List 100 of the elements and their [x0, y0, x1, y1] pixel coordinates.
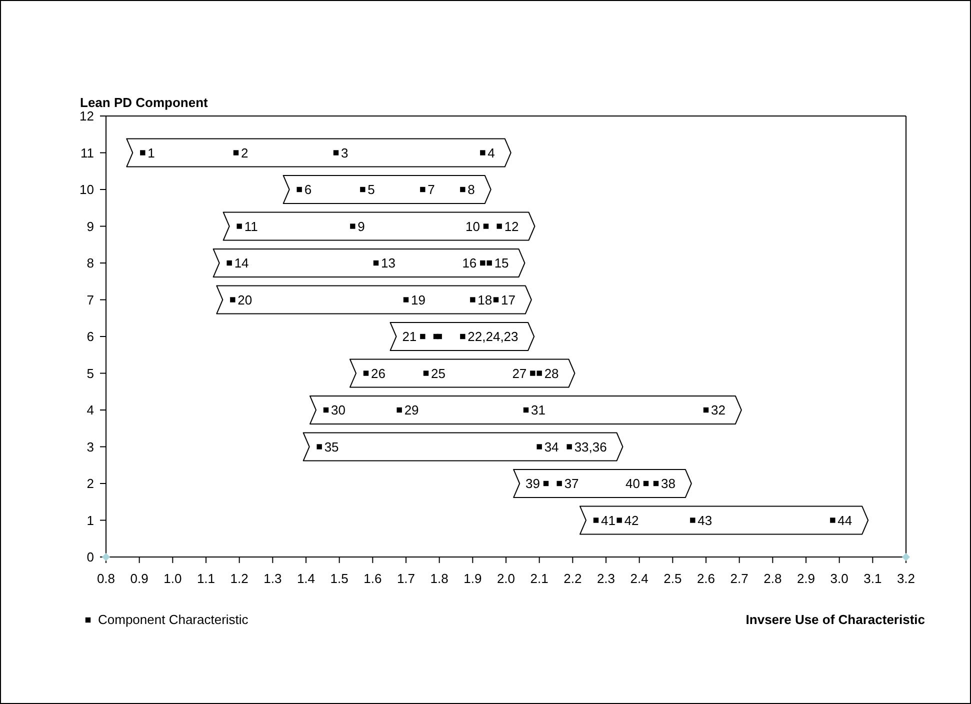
point	[556, 480, 562, 486]
annotation: 11	[244, 218, 258, 234]
point	[483, 224, 489, 229]
point	[480, 150, 486, 156]
annotation: 19	[411, 292, 426, 308]
annotation: 3	[341, 145, 348, 160]
annotation: 9	[358, 218, 365, 234]
y-tick-label: 8	[86, 256, 94, 270]
y-tick-label: 7	[86, 292, 94, 308]
x-tick-label: 1.5	[330, 571, 348, 586]
point	[543, 480, 549, 486]
x-tick-label: 1.7	[396, 571, 416, 586]
point	[420, 334, 426, 340]
x-tick-label: 1.2	[230, 571, 248, 586]
point	[493, 297, 499, 302]
point	[102, 553, 110, 561]
point	[616, 518, 622, 523]
annotation: 35	[324, 439, 339, 454]
x-tick-label: 1.8	[430, 571, 448, 586]
x-axis-title: Invsere Use of Characteristic	[746, 612, 925, 627]
annotation: 44	[838, 512, 852, 528]
chart-title: Lean PD Component	[80, 95, 209, 110]
y-tick-label: 6	[86, 329, 94, 344]
point	[423, 370, 429, 376]
point	[593, 518, 599, 523]
x-tick-label: 2.7	[730, 571, 748, 586]
point	[333, 150, 339, 156]
y-tick-label: 5	[86, 366, 94, 381]
x-tick-label: 1.4	[296, 571, 316, 586]
point	[420, 186, 426, 192]
y-tick-label: 12	[80, 108, 94, 124]
x-tick-label: 1.9	[464, 571, 482, 586]
annotation: 13	[381, 256, 396, 270]
annotation: 1	[148, 145, 155, 160]
legend-label: Component Characteristic	[98, 612, 249, 627]
point	[653, 480, 659, 486]
annotation: 26	[371, 366, 386, 381]
point	[436, 334, 442, 340]
y-tick-label: 3	[86, 439, 94, 454]
y-tick-label: 2	[86, 476, 94, 491]
point	[902, 553, 910, 561]
point	[236, 224, 242, 229]
x-tick-label: 0.8	[96, 571, 116, 586]
annotation: 30	[331, 402, 346, 418]
point	[523, 407, 529, 413]
annotation: 15	[494, 256, 509, 270]
annotation: 28	[544, 366, 559, 381]
x-tick-label: 2.4	[630, 571, 648, 586]
annotation: 2	[241, 145, 248, 160]
y-tick-label: 9	[86, 218, 94, 234]
annotation: 21	[402, 329, 417, 344]
point	[230, 297, 236, 302]
x-tick-label: 3.2	[896, 571, 916, 586]
point	[460, 186, 466, 192]
annotation: 37	[564, 476, 579, 491]
annotation: 38	[661, 476, 676, 491]
x-tick-label: 2.5	[664, 571, 682, 586]
annotation: 42	[624, 512, 639, 528]
x-tick-label: 3.1	[864, 571, 882, 586]
x-tick-label: 1.6	[364, 571, 382, 586]
annotation: 32	[711, 402, 726, 418]
x-tick-label: 0.9	[130, 571, 148, 586]
x-tick-label: 2.1	[530, 571, 548, 586]
annotation: 34	[544, 439, 559, 454]
point	[536, 444, 542, 450]
point	[233, 150, 239, 156]
x-tick-label: 1.3	[264, 571, 282, 586]
annotation: 41	[601, 512, 616, 528]
x-tick-label: 2.3	[596, 571, 616, 586]
point	[496, 224, 502, 229]
annotation: 39	[526, 476, 540, 491]
point	[350, 224, 356, 229]
annotation: 31	[531, 402, 546, 418]
point	[480, 260, 486, 266]
point	[316, 444, 322, 450]
y-tick-label: 0	[86, 550, 94, 564]
x-tick-label: 2.8	[764, 571, 782, 586]
point	[460, 334, 466, 340]
annotation: 12	[504, 218, 519, 234]
x-tick-label: 3.0	[830, 571, 848, 586]
annotation: 43	[698, 512, 712, 528]
point	[226, 260, 232, 266]
annotation: 10	[466, 218, 480, 234]
point	[690, 518, 696, 523]
x-tick-label: 2.9	[796, 571, 816, 586]
y-tick-label: 10	[80, 182, 94, 197]
point	[536, 370, 542, 376]
point	[566, 444, 572, 450]
annotation: 18	[478, 292, 492, 308]
y-tick-label: 11	[80, 145, 94, 160]
point	[396, 407, 402, 413]
point	[486, 260, 492, 266]
annotation: 29	[404, 402, 419, 418]
point	[403, 297, 409, 302]
annotation: 25	[431, 366, 446, 381]
annotation: 5	[368, 182, 375, 197]
point	[703, 407, 709, 413]
point	[296, 186, 302, 192]
point	[360, 186, 366, 192]
point	[363, 370, 369, 376]
